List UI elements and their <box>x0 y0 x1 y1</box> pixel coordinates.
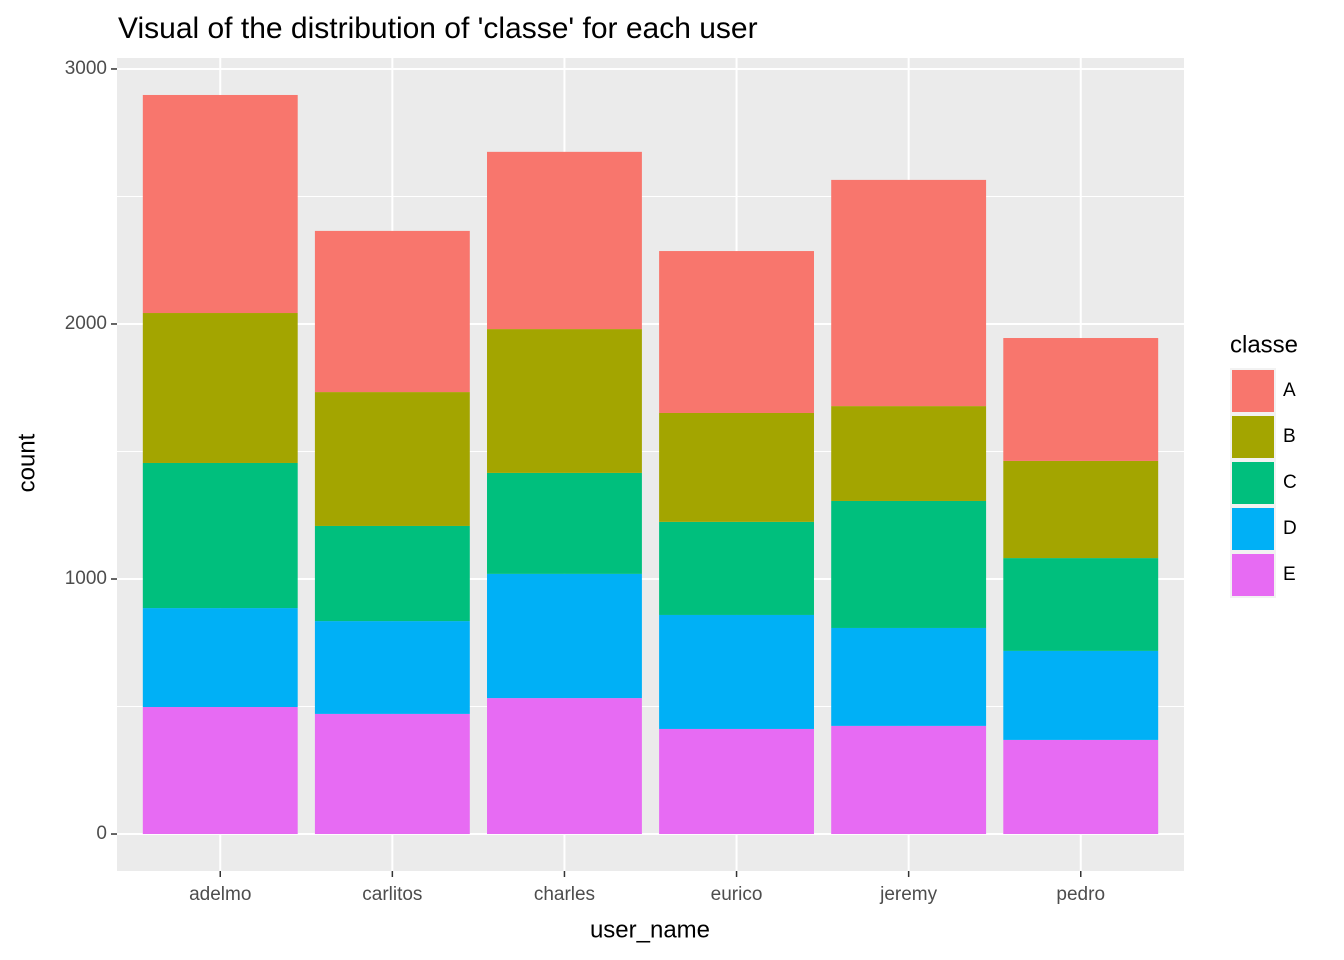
bar-segment <box>1003 650 1159 740</box>
y-tick-label: 0 <box>96 823 107 844</box>
bar-segment <box>487 573 642 699</box>
legend-label: B <box>1283 426 1296 447</box>
bar-segment <box>1003 558 1159 651</box>
x-tick-label: eurico <box>711 884 763 905</box>
bar-segment <box>314 230 470 393</box>
bar-segment <box>487 151 642 330</box>
x-tick-label: pedro <box>1056 884 1105 905</box>
bar-segment <box>314 621 470 714</box>
x-tick-label: adelmo <box>189 884 251 905</box>
bar-segment <box>142 608 298 708</box>
x-tick-label: jeremy <box>879 884 938 905</box>
bar-segment <box>659 728 814 835</box>
bar-segment <box>831 627 987 726</box>
legend-swatch <box>1232 554 1274 596</box>
x-tick-label: charles <box>534 884 595 905</box>
bar-segment <box>831 500 987 628</box>
bar-segment <box>659 412 814 522</box>
bar-segment <box>142 313 298 463</box>
bar-segment <box>142 707 298 835</box>
bar-segment <box>487 329 642 473</box>
bar-segment <box>487 472 642 574</box>
bar-segment <box>831 725 987 835</box>
bar-segment <box>1003 338 1159 461</box>
legend-swatch <box>1232 462 1274 504</box>
bar-segment <box>659 614 814 729</box>
legend-swatch <box>1232 416 1274 458</box>
y-tick-label: 2000 <box>65 313 107 334</box>
bar-segment <box>142 94 298 314</box>
bar-segment <box>314 525 470 622</box>
x-tick-label: carlitos <box>362 884 422 905</box>
bar-segment <box>142 462 298 609</box>
legend-label: D <box>1283 518 1297 539</box>
bar-segment <box>831 406 987 501</box>
legend-swatch <box>1232 370 1274 412</box>
bar-segment <box>1003 460 1159 559</box>
legend-label: C <box>1283 472 1297 493</box>
y-tick-label: 1000 <box>65 568 107 589</box>
y-axis-label: count <box>13 433 40 492</box>
bar-segment <box>659 251 814 413</box>
bar-segment <box>487 698 642 835</box>
legend-swatch <box>1232 508 1274 550</box>
bar-segment <box>831 179 987 407</box>
bar-segment <box>314 392 470 526</box>
legend-title: classe <box>1230 331 1298 358</box>
chart-title: Visual of the distribution of 'classe' f… <box>118 12 758 45</box>
bar-segment <box>314 713 470 835</box>
bar-segment <box>1003 739 1159 835</box>
y-tick-label: 3000 <box>65 58 107 79</box>
legend-label: A <box>1283 380 1296 401</box>
bar-segment <box>659 521 814 615</box>
x-axis-label: user_name <box>590 916 710 943</box>
legend-label: E <box>1283 564 1296 585</box>
